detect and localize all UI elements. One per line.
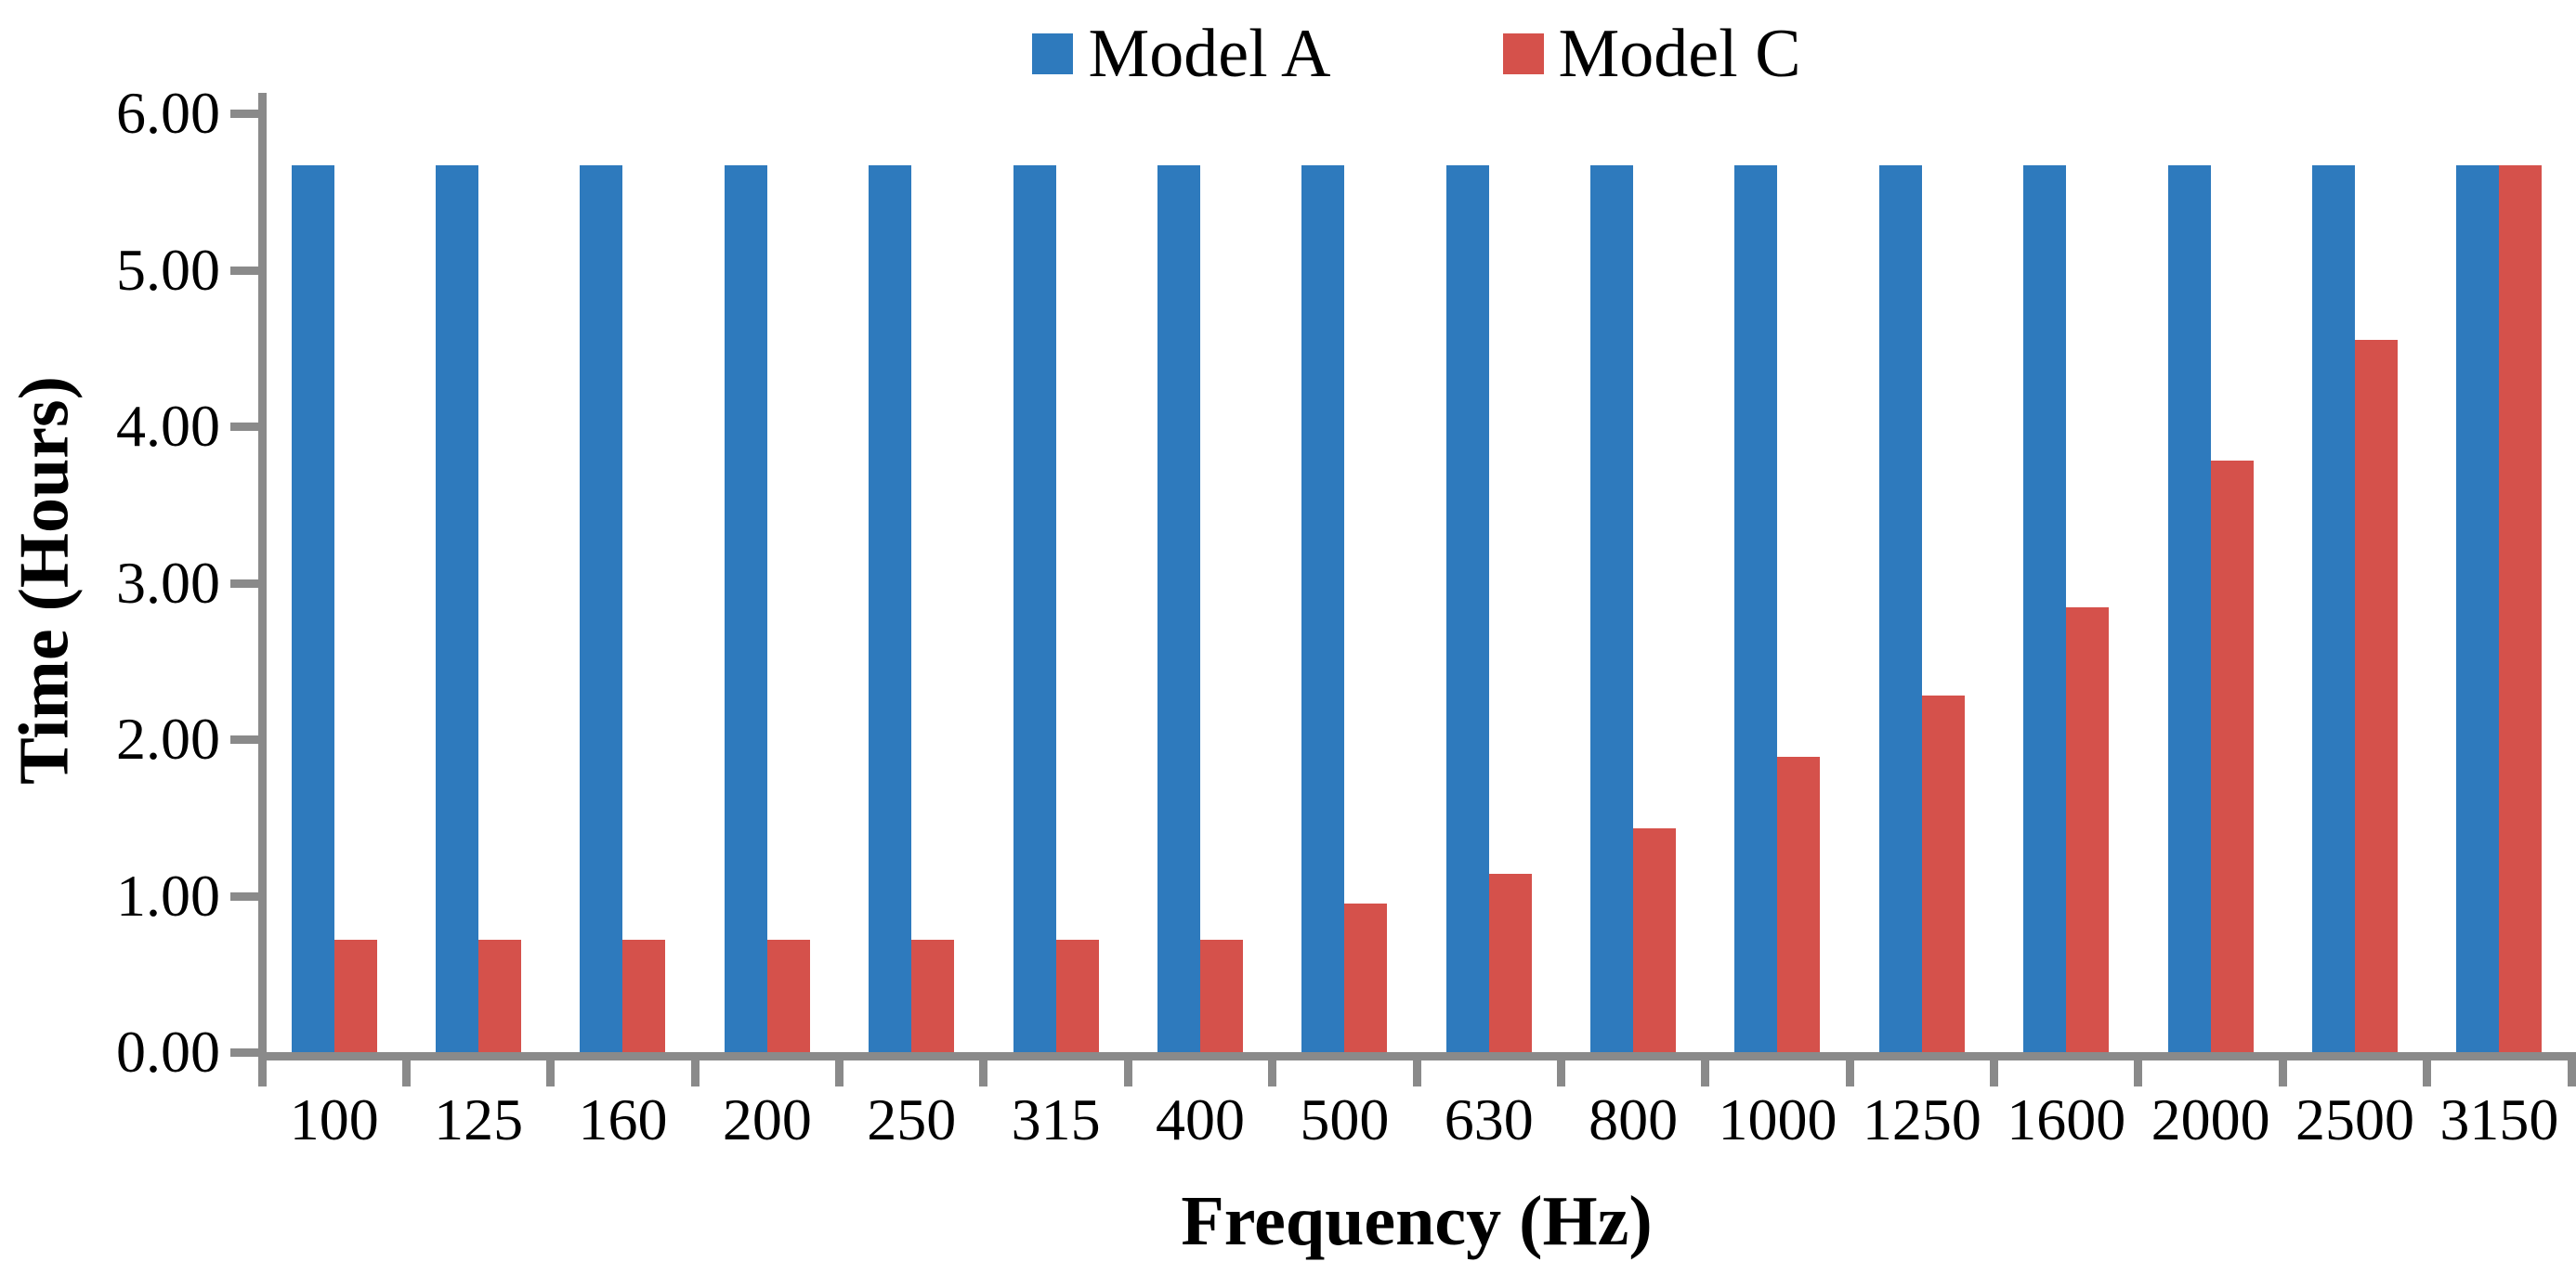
legend-label-model-c: Model C: [1558, 16, 1801, 92]
x-tick-label-200: 200: [722, 1086, 812, 1152]
bar-model-a-125: [436, 164, 479, 1052]
bar-model-a-200: [724, 164, 767, 1052]
x-tick-10: [1701, 1060, 1710, 1086]
bar-model-a-1250: [1878, 164, 1922, 1052]
y-tick-label-1.00: 1.00: [116, 862, 220, 929]
x-tick-label-2000: 2000: [2151, 1086, 2270, 1152]
y-axis-line: [258, 93, 267, 1060]
bar-model-c-1250: [1921, 695, 1965, 1052]
bar-model-a-250: [869, 164, 912, 1052]
bar-model-c-500: [1344, 903, 1388, 1052]
x-tick-label-1000: 1000: [1718, 1086, 1837, 1152]
x-tick-3: [690, 1060, 700, 1086]
y-tick-5.00: [230, 266, 258, 275]
bar-model-c-630: [1488, 873, 1532, 1052]
bar-model-c-2500: [2354, 340, 2398, 1052]
bar-model-c-3150: [2499, 164, 2543, 1052]
x-tick-11: [1845, 1060, 1854, 1086]
y-tick-label-0.00: 0.00: [116, 1019, 220, 1085]
bar-model-c-200: [766, 939, 810, 1052]
x-tick-15: [2423, 1060, 2432, 1086]
bar-model-c-800: [1633, 828, 1677, 1052]
x-tick-label-250: 250: [867, 1086, 957, 1152]
x-tick-13: [2134, 1060, 2143, 1086]
y-tick-label-2.00: 2.00: [116, 706, 220, 772]
x-tick-label-3150: 3150: [2439, 1086, 2559, 1152]
legend-item-model-c: Model C: [1502, 16, 1801, 92]
bar-model-a-2500: [2311, 164, 2355, 1052]
x-tick-label-1250: 1250: [1862, 1086, 1981, 1152]
x-tick-8: [1412, 1060, 1421, 1086]
bar-model-c-125: [478, 939, 522, 1052]
bar-model-c-1600: [2066, 607, 2110, 1052]
x-tick-label-800: 800: [1589, 1086, 1679, 1152]
y-tick-1.00: [230, 891, 258, 901]
x-tick-0: [257, 1060, 267, 1086]
bar-model-c-2000: [2210, 461, 2254, 1052]
x-tick-label-125: 125: [434, 1086, 524, 1152]
bar-model-a-3150: [2456, 164, 2500, 1052]
bar-model-c-160: [622, 939, 666, 1052]
x-tick-label-2500: 2500: [2295, 1086, 2414, 1152]
bar-model-a-1000: [1734, 164, 1778, 1052]
x-tick-5: [979, 1060, 988, 1086]
bar-model-c-100: [333, 939, 377, 1052]
y-tick-label-4.00: 4.00: [116, 393, 220, 459]
y-tick-0.00: [230, 1048, 258, 1057]
legend-item-model-a: Model A: [1032, 16, 1331, 92]
bar-model-a-315: [1013, 164, 1056, 1052]
bar-model-a-160: [580, 164, 623, 1052]
bar-model-a-800: [1590, 164, 1634, 1052]
bar-model-a-1600: [2023, 164, 2067, 1052]
x-axis-line: [258, 1052, 2576, 1060]
x-tick-1: [401, 1060, 411, 1086]
x-tick-14: [2278, 1060, 2287, 1086]
bar-model-a-500: [1301, 164, 1345, 1052]
bar-model-a-630: [1445, 164, 1489, 1052]
x-tick-12: [1990, 1060, 1998, 1086]
bar-model-a-100: [291, 164, 334, 1052]
x-axis-title: Frequency (Hz): [1181, 1182, 1653, 1260]
y-tick-6.00: [230, 110, 258, 118]
x-tick-label-315: 315: [1011, 1086, 1101, 1152]
x-tick-4: [835, 1060, 843, 1086]
x-tick-label-160: 160: [578, 1086, 668, 1152]
x-tick-label-1600: 1600: [2007, 1086, 2126, 1152]
x-tick-9: [1556, 1060, 1565, 1086]
y-tick-label-3.00: 3.00: [116, 549, 220, 616]
y-tick-label-5.00: 5.00: [116, 236, 220, 303]
x-tick-16: [2567, 1060, 2576, 1086]
bar-model-a-400: [1157, 164, 1200, 1052]
bar-model-c-400: [1199, 939, 1243, 1052]
y-tick-3.00: [230, 579, 258, 588]
x-tick-label-100: 100: [289, 1086, 379, 1152]
legend: Model A Model C: [262, 9, 2571, 98]
bar-model-a-2000: [2167, 164, 2211, 1052]
x-tick-6: [1123, 1060, 1132, 1086]
x-tick-2: [546, 1060, 556, 1086]
legend-label-model-a: Model A: [1088, 16, 1331, 92]
bar-model-c-1000: [1777, 756, 1821, 1052]
x-tick-label-500: 500: [1300, 1086, 1390, 1152]
y-tick-2.00: [230, 735, 258, 744]
x-tick-7: [1268, 1060, 1277, 1086]
y-tick-4.00: [230, 423, 258, 431]
legend-swatch-model-c: [1502, 33, 1544, 74]
x-tick-label-630: 630: [1444, 1086, 1534, 1152]
y-tick-label-6.00: 6.00: [116, 80, 220, 146]
legend-swatch-model-a: [1032, 33, 1074, 74]
bar-model-c-315: [1055, 939, 1099, 1052]
bar-model-c-250: [911, 939, 955, 1052]
plot-area: [262, 113, 2571, 1052]
x-tick-label-400: 400: [1155, 1086, 1245, 1152]
